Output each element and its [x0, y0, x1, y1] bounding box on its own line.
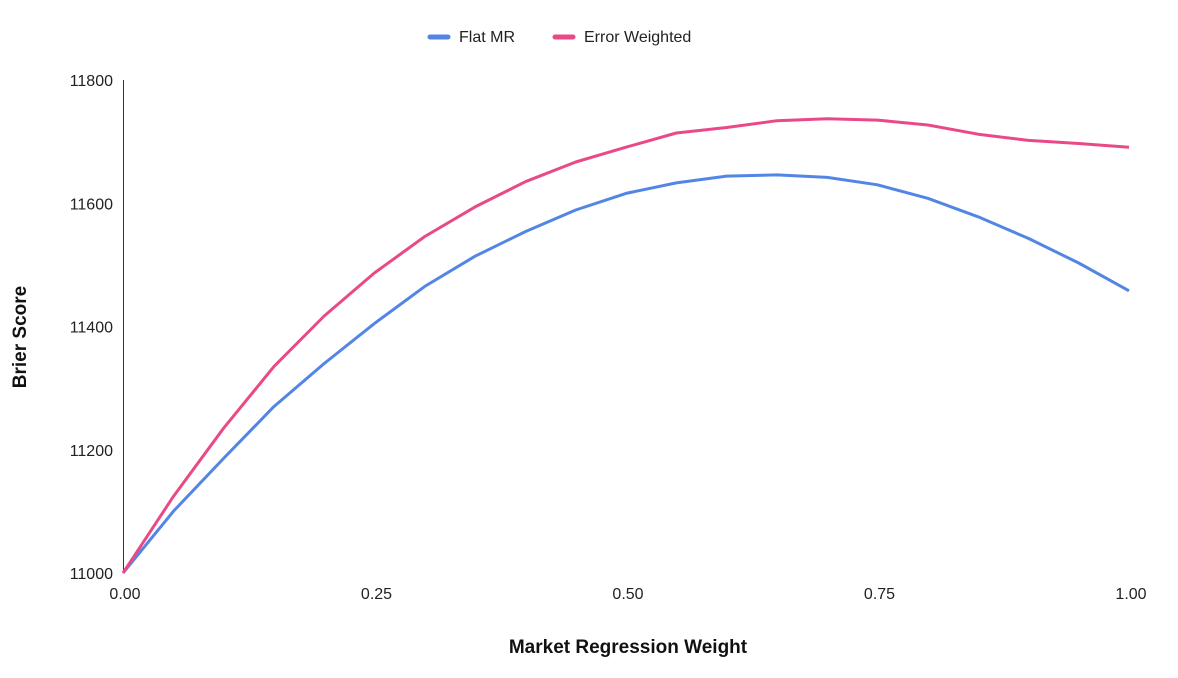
x-tick-label: 0.50 [612, 586, 643, 603]
y-axis-title: Brier Score [10, 286, 31, 388]
x-tick-label: 1.00 [1115, 586, 1146, 603]
series-line-flat-mr [121, 173, 1130, 574]
legend-item[interactable]: Error Weighted [552, 29, 691, 46]
y-tick-label: 11200 [70, 443, 113, 460]
legend: Flat MR Error Weighted [427, 29, 691, 46]
legend-label: Error Weighted [584, 29, 691, 46]
series-lines [121, 117, 1130, 574]
series-line-error-weighted [121, 117, 1130, 574]
legend-item[interactable]: Flat MR [427, 29, 515, 46]
legend-label: Flat MR [459, 29, 515, 46]
y-tick-label: 11000 [70, 566, 113, 583]
y-tick-label: 11600 [70, 196, 113, 213]
y-tick-label: 11800 [70, 73, 113, 90]
x-tick-labels: 0.00 0.25 0.50 0.75 1.00 [109, 586, 1146, 603]
x-tick-label: 0.00 [109, 586, 140, 603]
y-tick-labels: 11000 11200 11400 11600 11800 [70, 73, 113, 583]
y-tick-label: 11400 [70, 320, 113, 337]
x-tick-label: 0.25 [361, 586, 392, 603]
x-axis-title: Market Regression Weight [509, 637, 748, 658]
x-tick-label: 0.75 [864, 586, 895, 603]
